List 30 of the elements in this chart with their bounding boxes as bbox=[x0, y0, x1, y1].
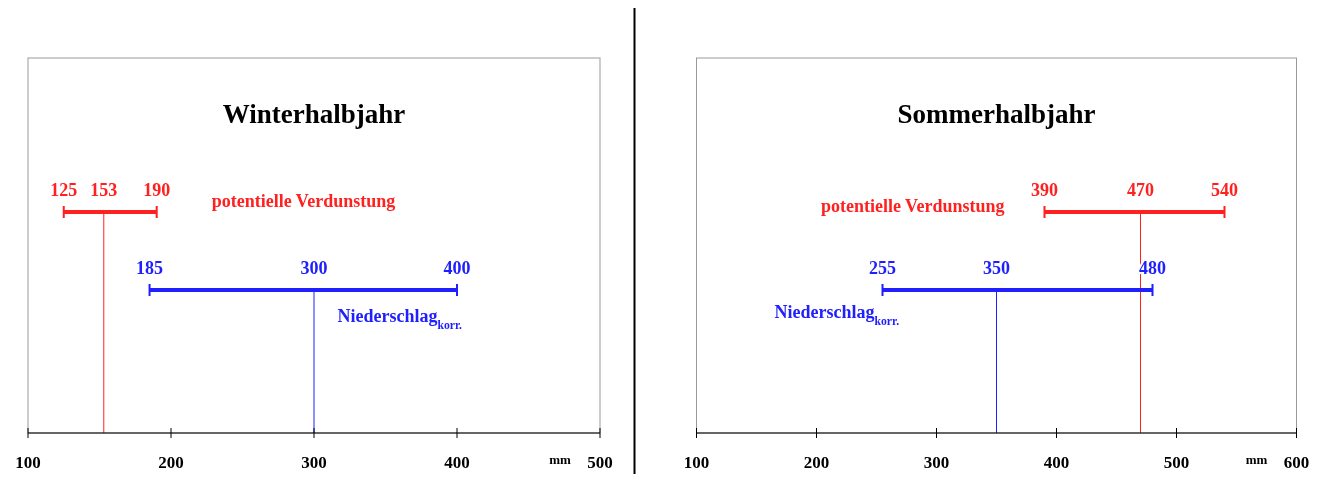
ref-line-label: 300 bbox=[300, 258, 328, 278]
x-tick-label: 100 bbox=[15, 453, 41, 472]
x-tick-label: 500 bbox=[1163, 453, 1190, 472]
x-tick-label: 200 bbox=[803, 453, 830, 472]
annotation: 190 bbox=[143, 180, 171, 200]
annotation: 400 bbox=[443, 258, 471, 278]
x-tick-label: 600 bbox=[1283, 453, 1310, 472]
chart-title: Sommerhalbjahr bbox=[897, 99, 1096, 129]
ref-line-label: 153 bbox=[90, 180, 118, 200]
annotation: 125 bbox=[50, 180, 78, 200]
annotation: 185 bbox=[136, 258, 164, 278]
annotation: 255 bbox=[869, 258, 896, 278]
x-tick-label: 300 bbox=[923, 453, 950, 472]
x-axis-title: mm bbox=[1245, 452, 1268, 467]
annotation: 390 bbox=[1031, 180, 1058, 200]
annotation: potentielle Verdunstung bbox=[820, 196, 1005, 216]
x-tick-label: 400 bbox=[444, 453, 470, 472]
chart-title: Winterhalbjahr bbox=[222, 99, 406, 129]
x-tick-label: 300 bbox=[301, 453, 327, 472]
x-axis-title: mm bbox=[549, 452, 571, 467]
x-tick-label: 200 bbox=[158, 453, 184, 472]
ref-line-label: 350 bbox=[983, 258, 1010, 278]
x-tick-label: 400 bbox=[1043, 453, 1070, 472]
x-tick-label: 100 bbox=[683, 453, 710, 472]
annotation: Niederschlag$_{korr.}$ bbox=[337, 306, 463, 332]
annotation: 540 bbox=[1211, 180, 1238, 200]
x-tick-label: 500 bbox=[587, 453, 613, 472]
annotation: potentielle Verdunstung bbox=[211, 191, 396, 211]
ref-line-label: 470 bbox=[1127, 180, 1154, 200]
annotation: Niederschlag$_{korr.}$ bbox=[774, 302, 900, 328]
